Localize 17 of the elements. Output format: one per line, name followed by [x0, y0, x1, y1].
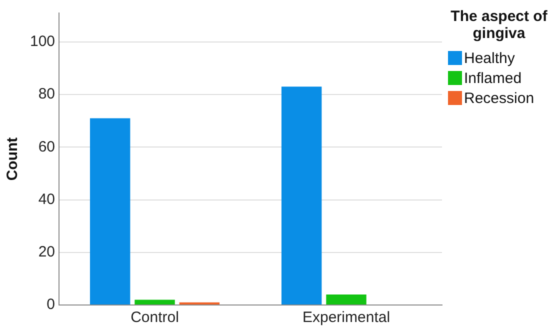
legend-title: The aspect of gingiva	[450, 8, 548, 42]
y-tick-label: 100	[30, 33, 56, 50]
y-tick-label: 40	[38, 190, 56, 208]
y-tick-label: 60	[38, 138, 56, 156]
bar	[90, 118, 130, 304]
bar	[281, 86, 322, 304]
legend-label: Healthy	[464, 50, 515, 66]
y-tick-label: 80	[38, 86, 56, 103]
bar	[326, 294, 366, 304]
legend-label: Inflamed	[464, 70, 522, 86]
x-tick-label: Control	[130, 309, 179, 326]
y-tick-label: 0	[46, 296, 56, 314]
x-tick-label: Experimental	[302, 309, 390, 326]
legend-label: Recession	[464, 90, 534, 106]
y-tick-label: 20	[38, 244, 56, 261]
y-axis-title: Count	[4, 137, 22, 181]
bar	[134, 300, 175, 304]
